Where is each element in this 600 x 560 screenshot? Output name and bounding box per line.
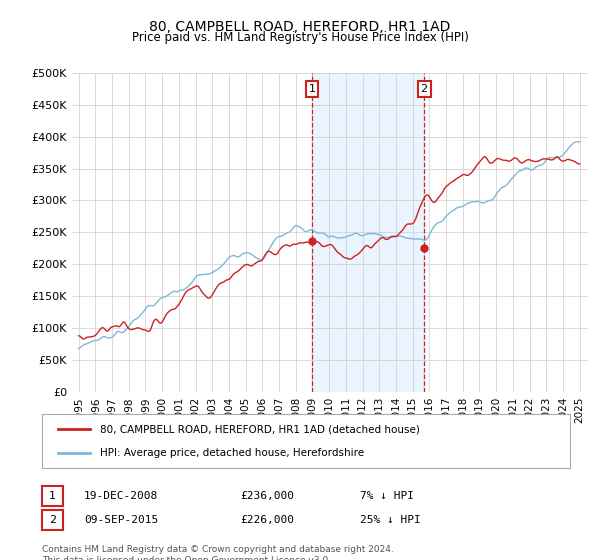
Text: 19-DEC-2008: 19-DEC-2008	[84, 491, 158, 501]
Text: £226,000: £226,000	[240, 515, 294, 525]
Bar	[312, 73, 424, 392]
Text: 2: 2	[49, 515, 56, 525]
Text: Price paid vs. HM Land Registry's House Price Index (HPI): Price paid vs. HM Land Registry's House …	[131, 31, 469, 44]
Text: 80, CAMPBELL ROAD, HEREFORD, HR1 1AD (detached house): 80, CAMPBELL ROAD, HEREFORD, HR1 1AD (de…	[100, 424, 420, 435]
Text: Contains HM Land Registry data © Crown copyright and database right 2024.
This d: Contains HM Land Registry data © Crown c…	[42, 545, 394, 560]
Text: 25% ↓ HPI: 25% ↓ HPI	[360, 515, 421, 525]
Text: 80, CAMPBELL ROAD, HEREFORD, HR1 1AD: 80, CAMPBELL ROAD, HEREFORD, HR1 1AD	[149, 20, 451, 34]
Text: £236,000: £236,000	[240, 491, 294, 501]
Text: 09-SEP-2015: 09-SEP-2015	[84, 515, 158, 525]
Text: 1: 1	[308, 84, 316, 94]
Text: 1: 1	[49, 491, 56, 501]
Text: HPI: Average price, detached house, Herefordshire: HPI: Average price, detached house, Here…	[100, 447, 364, 458]
Text: 7% ↓ HPI: 7% ↓ HPI	[360, 491, 414, 501]
Text: 2: 2	[421, 84, 428, 94]
